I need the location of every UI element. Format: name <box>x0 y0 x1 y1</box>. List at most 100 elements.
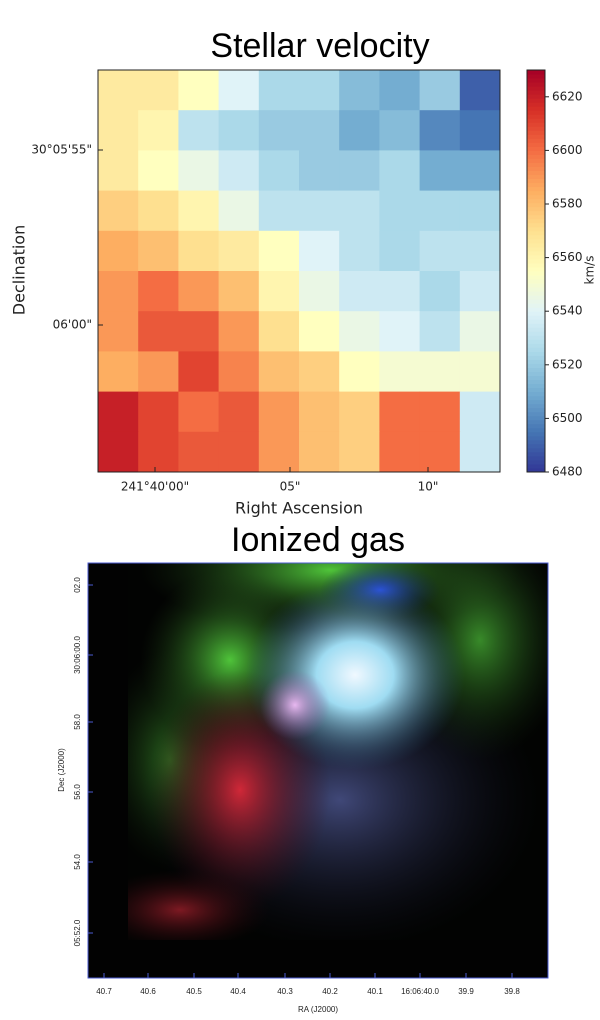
cell <box>459 351 501 393</box>
colorbar-segment <box>527 94 545 99</box>
cell <box>178 271 220 312</box>
colorbar-segment <box>527 258 545 264</box>
colorbar-segment <box>527 307 545 312</box>
x-label: Right Ascension <box>235 499 363 518</box>
cell <box>459 391 501 433</box>
colorbar-tick-label: 6520 <box>552 357 583 371</box>
cell <box>419 230 461 272</box>
cell <box>379 190 421 232</box>
colorbar-segment <box>527 383 545 389</box>
cell <box>138 311 179 352</box>
cell <box>218 70 260 111</box>
colorbar-segment <box>527 130 545 135</box>
frame <box>97 69 501 473</box>
x-tick-label: 40.3 <box>277 987 293 996</box>
colorbar-segment <box>527 210 545 216</box>
cell <box>299 70 340 111</box>
colorbar-segment <box>527 78 545 83</box>
colorbar-segment <box>527 391 545 397</box>
cell <box>258 311 300 352</box>
colorbar-segment <box>527 291 545 296</box>
cell <box>138 150 179 192</box>
cell <box>138 190 179 232</box>
x-tick-label: 05" <box>280 480 301 494</box>
colorbar-segment <box>527 343 545 348</box>
colorbar-segment <box>527 331 545 336</box>
cell <box>258 150 300 192</box>
x-tick-label: 39.9 <box>458 987 474 996</box>
cell <box>299 190 340 232</box>
y-label: Dec (J2000) <box>57 748 66 792</box>
cell <box>459 70 501 111</box>
x-tick-label: 40.4 <box>230 987 246 996</box>
cell <box>339 431 380 473</box>
x-tick-label: 40.5 <box>186 987 202 996</box>
colorbar-segment <box>527 226 545 232</box>
y-tick-label: 02.0 <box>73 577 82 593</box>
colorbar-segment <box>527 154 545 159</box>
cell <box>379 271 421 312</box>
colorbar-segment <box>527 246 545 252</box>
colorbar-segment <box>527 234 545 240</box>
colorbar-segment <box>527 435 545 441</box>
colorbar-segment <box>527 311 545 316</box>
cell <box>178 230 220 272</box>
cell <box>218 351 260 393</box>
colorbar-segment <box>527 142 545 147</box>
y-label: Declination <box>10 225 29 315</box>
colorbar-segment <box>527 355 545 360</box>
colorbar-segment <box>527 190 545 196</box>
cell <box>299 271 340 312</box>
colorbar-segment <box>527 166 545 171</box>
colorbar-segment <box>527 351 545 356</box>
cell <box>339 271 380 312</box>
colorbar-segment <box>527 222 545 228</box>
colorbar-segment <box>527 363 545 368</box>
x-tick-label: 10" <box>418 480 439 494</box>
y-tick-label: 58.0 <box>73 714 82 730</box>
colorbar-segment <box>527 463 545 469</box>
x-tick-label: 40.2 <box>322 987 338 996</box>
cell <box>339 190 380 232</box>
cell <box>218 230 260 272</box>
x-tick-label: 40.7 <box>96 987 112 996</box>
colorbar-tick-label: 6560 <box>552 250 583 264</box>
colorbar-segment <box>527 323 545 328</box>
colorbar-segment <box>527 214 545 220</box>
cell <box>299 110 340 151</box>
cell <box>138 351 179 393</box>
colorbar-segment <box>527 287 545 292</box>
y-tick-label: 54.0 <box>73 854 82 870</box>
cell <box>218 271 260 312</box>
colorbar-segment <box>527 194 545 200</box>
x-tick-label: 39.8 <box>504 987 520 996</box>
cell <box>98 230 139 272</box>
colorbar-segment <box>527 174 545 180</box>
y-tick-label: 30:06:00.0 <box>73 636 82 674</box>
cell <box>459 190 501 232</box>
cell <box>258 190 300 232</box>
colorbar-tick-label: 6540 <box>552 304 583 318</box>
colorbar-segment <box>527 254 545 260</box>
colorbar-tick-label: 6480 <box>552 465 583 479</box>
colorbar-segment <box>527 379 545 385</box>
colorbar-segment <box>527 439 545 445</box>
cell <box>258 70 300 111</box>
colorbar-segment <box>527 178 545 184</box>
cell <box>138 70 179 111</box>
colorbar-segment <box>527 315 545 320</box>
colorbar-segment <box>527 279 545 284</box>
cell <box>379 150 421 192</box>
colorbar-segment <box>527 74 545 79</box>
colorbar-segment <box>527 275 545 280</box>
title: Stellar velocity <box>210 27 429 65</box>
cell <box>178 391 220 433</box>
colorbar-segment <box>527 250 545 256</box>
colorbar-segment <box>527 371 545 377</box>
cell <box>178 431 220 473</box>
colorbar-segment <box>527 431 545 437</box>
colorbar-segment <box>527 419 545 425</box>
colorbar-segment <box>527 319 545 324</box>
colorbar-segment <box>527 359 545 364</box>
colorbar-frame <box>526 69 546 473</box>
